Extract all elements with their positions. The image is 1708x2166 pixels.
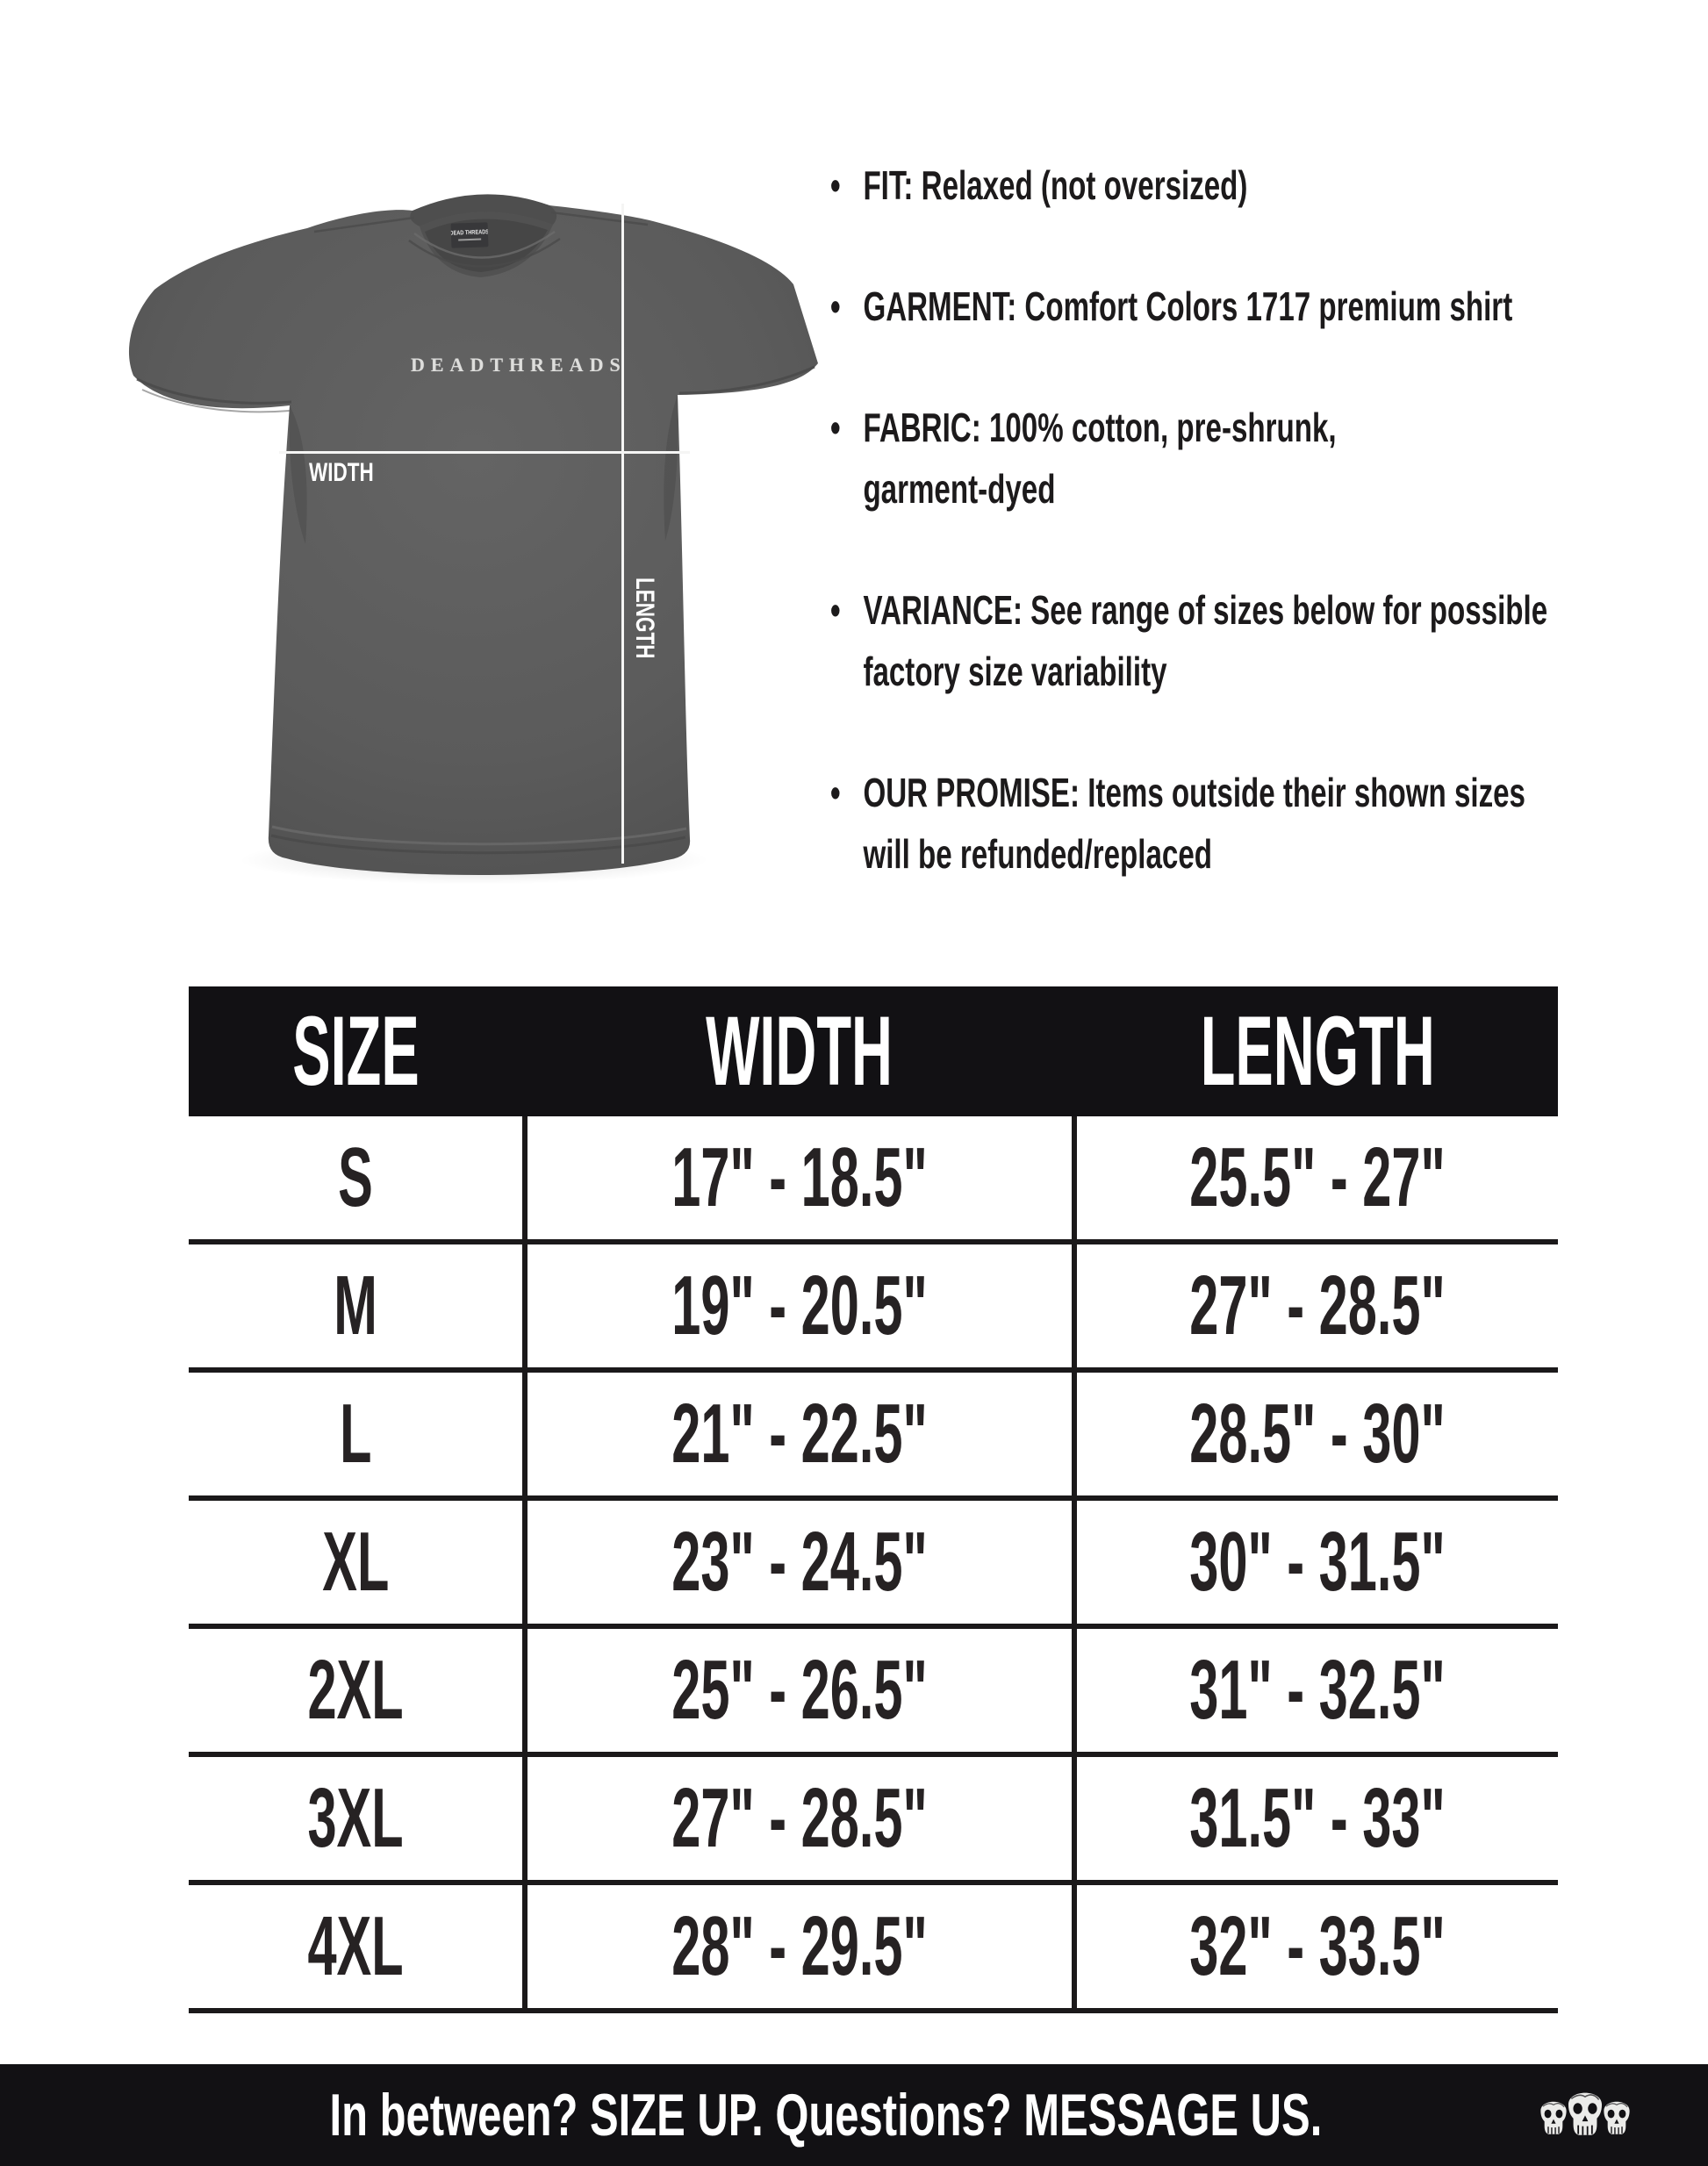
cell-size: XL	[321, 1515, 390, 1609]
table-row-3xl: 3XL 27" - 28.5" 31.5" - 33"	[189, 1757, 1558, 1885]
length-measure-label: LENGTH	[630, 577, 659, 659]
cell-length: 27" - 28.5"	[1189, 1259, 1446, 1352]
header-width: WIDTH	[706, 996, 893, 1106]
table-row-2xl: 2XL 25" - 26.5" 31" - 32.5"	[189, 1629, 1558, 1757]
bullet-fit: FIT: Relaxed (not oversized)	[830, 154, 1608, 216]
three-skulls-icon	[1539, 2091, 1631, 2136]
table-row-4xl: 4XL 28" - 29.5" 32" - 33.5"	[189, 1885, 1558, 2013]
table-header-row: SIZE WIDTH LENGTH	[189, 986, 1558, 1116]
cell-width: 19" - 20.5"	[522, 1244, 1077, 1367]
header-size: SIZE	[291, 996, 420, 1106]
neck-tag-text: DEAD THREADS	[450, 229, 489, 237]
bullet-variance: VARIANCE: See range of sizes below for p…	[830, 579, 1608, 702]
bullet-garment: GARMENT: Comfort Colors 1717 premium shi…	[830, 276, 1608, 337]
bullet-promise: OUR PROMISE: Items outside their shown s…	[830, 762, 1608, 885]
cell-length: 25.5" - 27"	[1189, 1130, 1446, 1224]
cell-length: 31.5" - 33"	[1189, 1771, 1446, 1865]
cell-width: 28" - 29.5"	[522, 1885, 1077, 2008]
cell-length: 28.5" - 30"	[1189, 1387, 1446, 1481]
footer-message: In between? SIZE UP. Questions? MESSAGE …	[329, 2082, 1323, 2148]
size-table: SIZE WIDTH LENGTH S 17" - 18.5" 25.5" - …	[189, 986, 1558, 2013]
cell-width: 27" - 28.5"	[522, 1757, 1077, 1880]
table-row-l: L 21" - 22.5" 28.5" - 30"	[189, 1373, 1558, 1501]
bullet-fabric: FABRIC: 100% cotton, pre-shrunk, garment…	[830, 397, 1608, 520]
shirt-figure: DEAD THREADS DEADTHREADS WIDTH LENGTH	[105, 176, 834, 895]
cell-length: 30" - 31.5"	[1189, 1515, 1446, 1609]
table-row-xl: XL 23" - 24.5" 30" - 31.5"	[189, 1501, 1558, 1629]
length-measure-line	[621, 204, 624, 864]
footer-bar: In between? SIZE UP. Questions? MESSAGE …	[0, 2064, 1708, 2166]
cell-width: 23" - 24.5"	[522, 1501, 1077, 1624]
width-measure-label: WIDTH	[309, 458, 374, 487]
cell-size: L	[339, 1387, 372, 1481]
chest-brand-text: DEADTHREADS	[411, 354, 627, 376]
cell-length: 31" - 32.5"	[1189, 1643, 1446, 1737]
product-details-list: FIT: Relaxed (not oversized) GARMENT: Co…	[830, 154, 1608, 944]
cell-length: 32" - 33.5"	[1189, 1899, 1446, 1993]
cell-size: S	[338, 1130, 373, 1224]
cell-size: M	[334, 1259, 377, 1352]
table-row-m: M 19" - 20.5" 27" - 28.5"	[189, 1244, 1558, 1373]
table-row-s: S 17" - 18.5" 25.5" - 27"	[189, 1116, 1558, 1244]
cell-size: 4XL	[307, 1899, 404, 1993]
tshirt-illustration	[128, 194, 818, 876]
neck-tag-line	[458, 238, 482, 241]
width-measure-line	[279, 451, 690, 454]
neck-tag: DEAD THREADS	[450, 222, 489, 248]
cell-size: 3XL	[307, 1771, 404, 1865]
cell-width: 21" - 22.5"	[522, 1373, 1077, 1495]
cell-size: 2XL	[307, 1643, 404, 1737]
cell-width: 17" - 18.5"	[522, 1116, 1077, 1239]
cell-width: 25" - 26.5"	[522, 1629, 1077, 1752]
header-length: LENGTH	[1200, 996, 1435, 1106]
